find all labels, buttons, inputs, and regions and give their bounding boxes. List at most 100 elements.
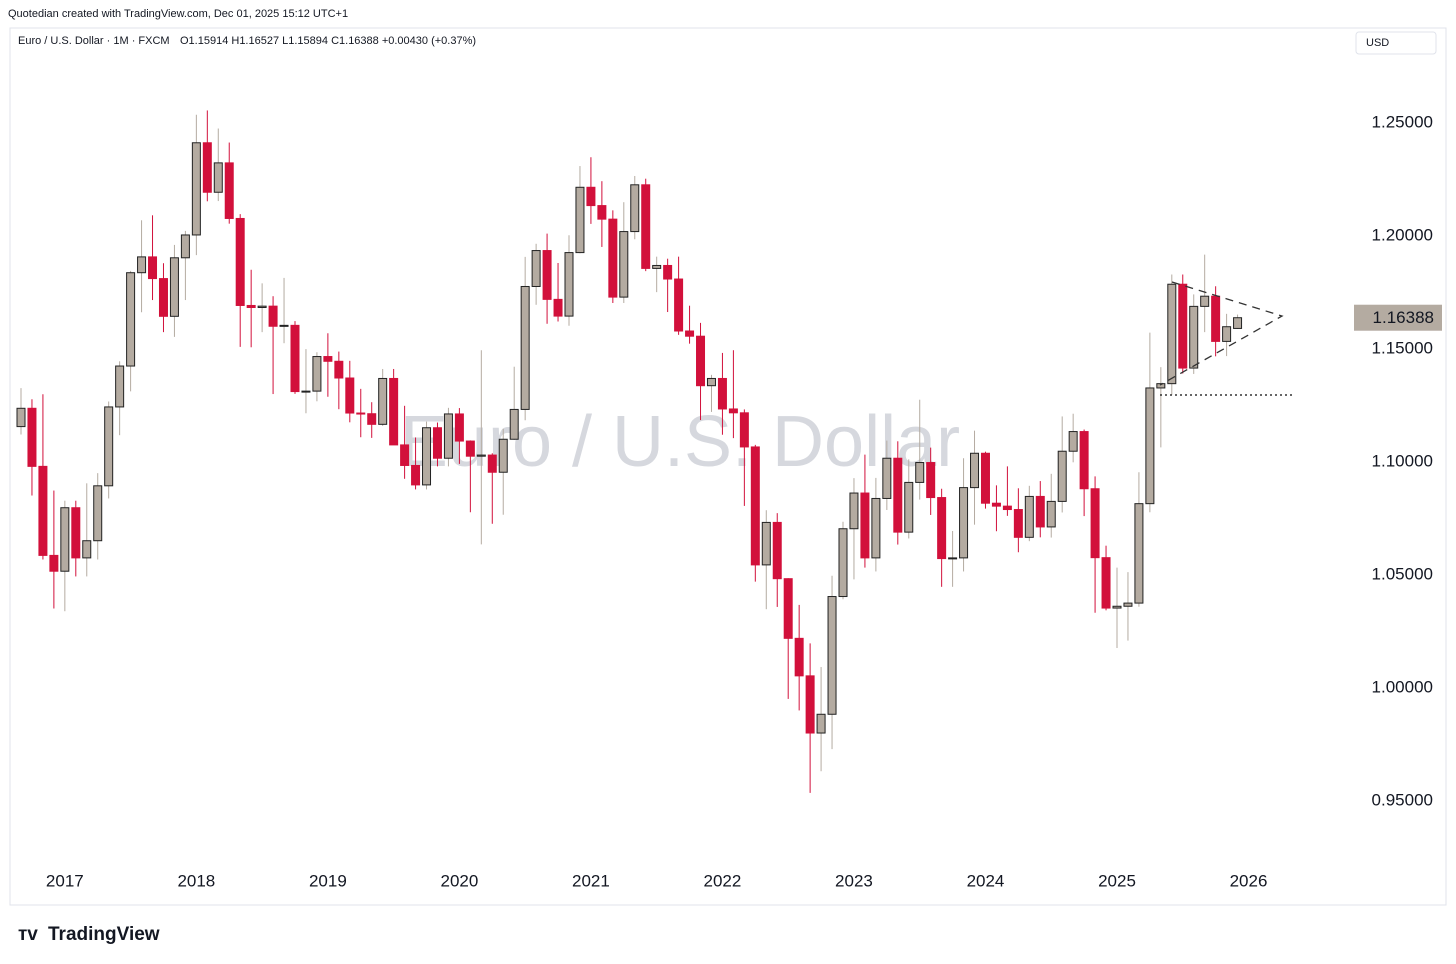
x-tick-label: 2025 xyxy=(1098,871,1136,890)
candle-body xyxy=(498,438,508,473)
candle-body xyxy=(148,256,158,280)
candle-body xyxy=(279,324,289,327)
candle-body xyxy=(728,408,738,414)
last-price-label: 1.16388 xyxy=(1373,308,1434,327)
candle-body xyxy=(1134,503,1144,604)
candle-body xyxy=(1079,431,1089,490)
candle-body xyxy=(476,454,486,457)
candle-body xyxy=(564,252,574,317)
candle-body xyxy=(1189,305,1199,369)
candle-body xyxy=(312,356,322,392)
candle-body xyxy=(937,497,947,560)
candle-body xyxy=(16,407,26,428)
candle-body xyxy=(345,377,355,414)
candle-body xyxy=(290,324,300,393)
candle-body xyxy=(137,256,147,274)
candle-body xyxy=(706,377,716,387)
footer-logo: TradingView xyxy=(48,924,160,945)
candle-body xyxy=(268,305,278,327)
last-price-box xyxy=(1354,304,1442,331)
candle-body xyxy=(49,554,59,572)
candle-body xyxy=(663,264,673,280)
top-bar: Quotedian created with TradingView.com, … xyxy=(8,8,348,20)
chart-title: Euro / U.S. Dollar · 1M · FXCM xyxy=(18,35,170,47)
candle-body xyxy=(1178,283,1188,369)
candle-body xyxy=(904,481,914,533)
candle-body xyxy=(926,462,936,499)
currency-button[interactable] xyxy=(1355,31,1437,55)
candle-body xyxy=(82,540,92,559)
candle-body xyxy=(871,497,881,559)
candle-body xyxy=(1145,387,1155,505)
candle-body xyxy=(717,377,727,410)
candle-body xyxy=(586,186,596,207)
x-tick-label: 2026 xyxy=(1230,871,1268,890)
candle-body xyxy=(531,250,541,287)
candle-body xyxy=(619,231,629,298)
candle-body xyxy=(1002,505,1012,511)
candle-body xyxy=(1101,557,1111,609)
y-tick-label: 1.00000 xyxy=(1372,678,1433,697)
candle-body xyxy=(432,427,442,459)
y-tick-label: 1.20000 xyxy=(1372,226,1433,245)
candle-body xyxy=(860,492,870,559)
candle-body xyxy=(1024,495,1034,538)
candle-body xyxy=(1156,383,1166,389)
candle-body xyxy=(169,257,179,317)
candle-body xyxy=(915,462,925,483)
candle-body xyxy=(520,285,530,410)
candle-body xyxy=(597,205,607,220)
candle-body xyxy=(772,521,782,580)
x-tick-label: 2024 xyxy=(967,871,1005,890)
candle-body xyxy=(422,427,432,486)
candle-body xyxy=(301,390,311,393)
candle-body xyxy=(93,485,103,542)
candle-body xyxy=(257,305,267,309)
candle-body xyxy=(805,675,815,734)
candle-body xyxy=(1090,488,1100,559)
y-tick-label: 1.10000 xyxy=(1372,452,1433,471)
x-tick-label: 2019 xyxy=(309,871,347,890)
candle-body xyxy=(959,487,969,559)
candle-body xyxy=(465,440,475,457)
candle-body xyxy=(827,596,837,715)
candle-body xyxy=(38,465,48,556)
triangle-pattern xyxy=(1159,281,1284,386)
candle-body xyxy=(400,444,410,466)
candle-body xyxy=(224,162,234,219)
candle-body xyxy=(674,278,684,332)
x-tick-label: 2017 xyxy=(46,871,84,890)
candle-body xyxy=(1035,495,1045,528)
candle-body xyxy=(816,713,826,734)
currency-label: USD xyxy=(1366,37,1389,49)
candle-body xyxy=(893,457,903,533)
chart-frame xyxy=(9,27,1447,906)
candle-body xyxy=(794,637,804,677)
candle-body xyxy=(575,186,585,254)
x-tick-label: 2018 xyxy=(177,871,215,890)
candle-body xyxy=(1222,326,1232,342)
candle-body xyxy=(652,264,662,269)
candle-body xyxy=(202,142,212,193)
candle-body xyxy=(60,507,70,572)
watermark: Euro / U.S. Dollar xyxy=(400,402,960,482)
candle-body xyxy=(761,521,771,566)
candle-body xyxy=(104,406,114,487)
candle-body xyxy=(542,250,552,300)
candle-body xyxy=(378,377,388,425)
candle-body xyxy=(553,298,563,317)
candle-body xyxy=(235,217,245,306)
candle-body xyxy=(158,278,168,317)
candle-body xyxy=(454,413,464,442)
candle-body xyxy=(191,142,201,236)
candle-body xyxy=(180,234,190,259)
y-tick-label: 1.25000 xyxy=(1372,113,1433,132)
candle-body xyxy=(1123,602,1133,607)
candle-body xyxy=(367,413,377,425)
candle-body xyxy=(948,557,958,560)
x-tick-label: 2020 xyxy=(440,871,478,890)
candle-body xyxy=(411,464,421,486)
candle-body xyxy=(838,528,848,598)
